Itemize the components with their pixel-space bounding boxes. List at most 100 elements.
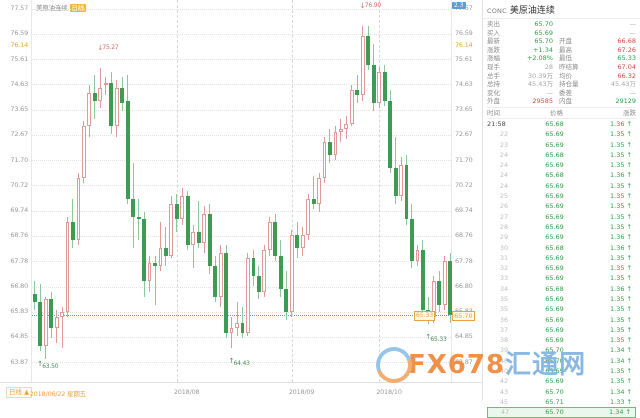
candlestick-plot[interactable]: 75.27 ↓ 76.90 ↓ 63.50 ↑ 64.43 ↑ 65.33 ↑ [31,0,453,382]
tick-price: 65.69 [545,161,564,170]
tick-price: 65.69 [545,336,564,345]
chart-pane[interactable]: 美原油连续 日线 2.3 77.57 76.59 75.61 74.63 73.65 72.… [0,0,482,400]
candlestick [377,0,382,382]
tick-row[interactable]: 25 65.69 1.35 ↑ [487,191,636,201]
candlestick [437,0,442,382]
candlestick [284,0,289,382]
tick-row[interactable]: 24 65.69 1.35 ↑ [487,160,636,170]
price-axis-tick: 70.72 [10,180,28,189]
tick-row[interactable]: 38 65.69 1.35 ↑ [487,335,636,345]
period-toggle-button[interactable]: 日线 ▲ [6,387,33,398]
tick-time: 35 [499,305,509,314]
tick-row[interactable]: 32 65.69 1.35 ↑ [487,263,636,273]
tick-row[interactable]: 40 65.69 1.35 ↑ [487,366,636,376]
tick-change: 1.35 ↑ [610,130,632,139]
candlestick [349,0,354,382]
quote-stat-value-2: — [629,28,637,37]
tick-row[interactable]: 21:58 65.68 1.36 ↑ [487,119,636,129]
candlestick-body [289,234,294,313]
tick-row[interactable]: 24 65.68 1.35 ↑ [487,150,636,160]
candlestick [153,0,157,382]
tick-row[interactable]: 45 65.71 1.33 ↑ [487,397,636,407]
tick-row[interactable]: 30 65.68 1.36 ↑ [487,243,636,253]
tick-row[interactable]: 29 65.69 1.36 ↑ [487,232,636,242]
tick-row[interactable]: 43 65.70 1.34 ↑ [487,387,636,397]
tick-row[interactable]: 35 65.69 1.35 ↑ [487,304,636,314]
candlestick [235,0,239,382]
tick-change: 1.36 ↑ [610,284,632,293]
candlestick [76,0,81,382]
quote-stat-label: 变化 [487,88,500,97]
candlestick [131,0,136,382]
candlestick [333,0,338,382]
tick-row[interactable]: 37 65.69 1.35 ↑ [487,325,636,335]
price-axis-tick-highlight: 76.14 [455,40,473,49]
tick-price: 65.69 [545,140,564,149]
chart-topright-badge: 2.3 [452,2,466,9]
tick-row[interactable]: 24 65.68 1.36 ↑ [487,170,636,180]
price-axis-tick-highlight: 76.14 [10,40,28,49]
tick-price: 65.69 [545,294,564,303]
tick-row[interactable]: 26 65.69 1.35 ↑ [487,201,636,211]
tick-row[interactable]: 31 65.69 1.35 ↑ [487,253,636,263]
tick-row[interactable]: 23 65.69 1.35 ↑ [487,140,636,150]
last-price-tag-right: 65.70 [452,310,475,321]
candlestick [65,0,70,382]
candlestick-wick [138,198,140,241]
tick-row[interactable]: 35 65.69 1.35 ↑ [487,294,636,304]
tick-row[interactable]: 40 65.70 1.34 ↑ [487,356,636,366]
tick-time: 24 [499,161,509,170]
horizontal-gridline [32,8,451,10]
horizontal-gridline [32,59,451,61]
tick-price: 65.69 [545,367,564,376]
tick-change: 1.36 ↑ [610,233,632,242]
tick-price: 65.71 [545,397,564,406]
candlestick [300,0,305,382]
candlestick-body [295,234,300,248]
quote-stat-value-2: — [629,88,637,97]
tick-price: 65.69 [545,264,564,273]
tick-price: 65.69 [545,202,564,211]
price-axis-tick: 66.80 [455,282,473,290]
tick-time: 33 [499,274,509,283]
candlestick-body [300,234,305,248]
candlestick-body [415,250,420,261]
candlestick-body [235,322,239,328]
tick-row[interactable]: 39 65.70 1.34 ↑ [487,345,636,355]
tick-row[interactable]: 34 65.68 1.36 ↑ [487,284,636,294]
tick-time: 34 [499,284,509,293]
candlestick-body [136,216,141,220]
tick-row[interactable]: 42 65.69 1.35 ↑ [487,376,636,386]
month-gridline [176,0,178,382]
quote-stat-value: — [546,88,554,97]
tick-row[interactable]: 28 65.69 1.35 ↑ [487,222,636,232]
price-axis-tick: 67.78 [10,256,28,265]
tick-row[interactable]: 27 65.69 1.35 ↑ [487,212,636,222]
quote-stat-value-2: — [629,20,637,28]
candlestick-body [333,131,338,155]
tick-row[interactable]: 47 65.70 1.34 ↑ [487,407,636,418]
tick-row[interactable]: 22 65.69 1.35 ↑ [487,129,636,139]
quote-stat-row: 总持 45.43万 持仓量 45.43万 [487,80,636,89]
candlestick [196,0,201,382]
quote-stat-label: 涨幅 [487,54,500,63]
candlestick [98,0,103,382]
quote-panel[interactable]: CONC 美原油连续 卖出 65.70 — 买入 65.69 — 最新 65.70 开盘 66.68… [482,0,640,418]
tick-time: 28 [499,222,509,231]
candlestick [87,0,92,382]
candlestick [410,0,414,382]
tick-time: 32 [499,264,509,273]
candlestick-body [71,221,75,241]
quote-stat-value-2: 67.04 [617,62,636,71]
candlestick-body [377,72,382,104]
candlestick [191,0,196,382]
candlestick-body [82,126,86,179]
tick-row[interactable]: 36 65.69 1.35 ↑ [487,315,636,325]
tick-row[interactable]: 33 65.69 1.35 ↑ [487,273,636,283]
tick-row[interactable]: 24 65.69 1.35 ↑ [487,181,636,191]
tick-table-body[interactable]: 21:58 65.68 1.36 ↑ 22 65.69 1.35 ↑ 23 65.69 1.35… [487,119,636,418]
tick-col-price: 价格 [550,108,563,117]
quote-stat-value-2: 65.33 [617,54,636,63]
instrument-code: CONC [487,7,507,15]
candlestick [147,0,152,382]
